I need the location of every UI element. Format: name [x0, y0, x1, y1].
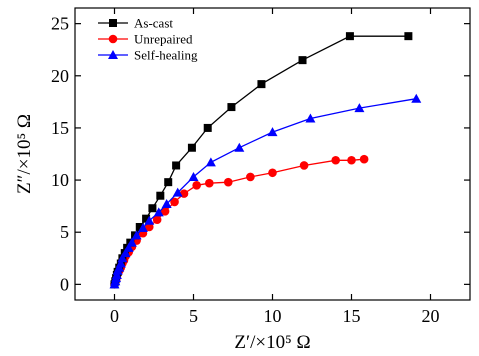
data-point-as-cast: [148, 204, 157, 213]
data-point-unrepaired: [347, 155, 356, 165]
data-point-self-healing: [153, 207, 164, 217]
data-point-self-healing: [126, 237, 137, 247]
legend-item-unrepaired: Unrepaired: [98, 32, 193, 47]
data-point-unrepaired: [152, 215, 162, 224]
data-point-unrepaired: [144, 222, 154, 232]
x-tick-label: 10: [264, 306, 282, 326]
data-point-unrepaired: [223, 177, 233, 187]
series-self-healing: [109, 93, 422, 289]
data-point-unrepaired: [170, 197, 179, 207]
data-point-as-cast: [142, 214, 151, 223]
legend-marker-unrepaired: [108, 34, 118, 44]
data-point-self-healing: [188, 171, 199, 181]
data-point-as-cast: [298, 56, 307, 65]
data-point-self-healing: [234, 142, 245, 152]
legend-label-unrepaired: Unrepaired: [134, 32, 193, 47]
x-tick-label: 15: [343, 306, 361, 326]
y-tick-label: 15: [51, 118, 69, 138]
series-line-self-healing: [113, 98, 417, 285]
data-point-self-healing: [144, 215, 155, 225]
data-point-self-healing: [115, 258, 126, 268]
data-point-unrepaired: [246, 172, 255, 182]
data-point-self-healing: [131, 230, 142, 240]
data-point-unrepaired: [268, 168, 277, 178]
x-tick-label: 5: [189, 306, 198, 326]
data-point-as-cast: [172, 161, 181, 170]
legend-label-as-cast: As-cast: [134, 16, 173, 31]
data-point-as-cast: [135, 223, 144, 231]
data-point-unrepaired: [192, 180, 201, 190]
data-point-self-healing: [123, 242, 134, 252]
plot-frame: [74, 7, 471, 301]
legend-item-self-healing: Self-healing: [98, 48, 198, 63]
data-point-as-cast: [345, 32, 354, 41]
data-point-self-healing: [137, 223, 148, 233]
x-tick-label: 20: [422, 306, 440, 326]
data-point-as-cast: [227, 103, 236, 112]
data-point-as-cast: [203, 123, 212, 132]
data-point-as-cast: [404, 32, 413, 41]
legend-item-as-cast: As-cast: [98, 16, 173, 31]
data-point-self-healing: [305, 113, 316, 123]
y-tick-label: 0: [60, 274, 69, 294]
data-point-unrepaired: [205, 178, 214, 188]
legend-marker-as-cast: [109, 19, 117, 27]
series-layer: [109, 32, 422, 289]
data-point-self-healing: [354, 103, 365, 113]
x-axis-title: Z′/×10⁵ Ω: [234, 332, 310, 353]
data-point-unrepaired: [299, 161, 309, 170]
data-point-unrepaired: [331, 155, 341, 165]
x-tick-label: 0: [110, 306, 119, 326]
data-point-self-healing: [205, 157, 216, 167]
data-point-self-healing: [172, 187, 183, 197]
data-point-self-healing: [411, 93, 422, 103]
data-point-as-cast: [164, 178, 173, 187]
data-point-self-healing: [117, 253, 128, 263]
data-point-self-healing: [267, 127, 278, 137]
data-point-as-cast: [156, 191, 165, 200]
y-axis-title: Z″/×10⁵ Ω: [14, 114, 35, 194]
axis-ticks: 0 5 10 15 20 0 5 10 15 20 25: [51, 8, 470, 326]
data-point-as-cast: [187, 143, 196, 152]
y-tick-label: 5: [60, 222, 69, 242]
y-tick-label: 10: [51, 170, 69, 190]
data-point-unrepaired: [160, 207, 170, 216]
data-point-self-healing: [120, 248, 131, 258]
y-tick-label: 20: [51, 66, 69, 86]
data-point-unrepaired: [359, 154, 369, 164]
legend-label-self-healing: Self-healing: [134, 48, 198, 63]
legend-marker-self-healing: [108, 50, 118, 59]
data-point-as-cast: [257, 80, 266, 89]
data-point-self-healing: [161, 199, 172, 209]
y-tick-label: 25: [51, 14, 69, 34]
